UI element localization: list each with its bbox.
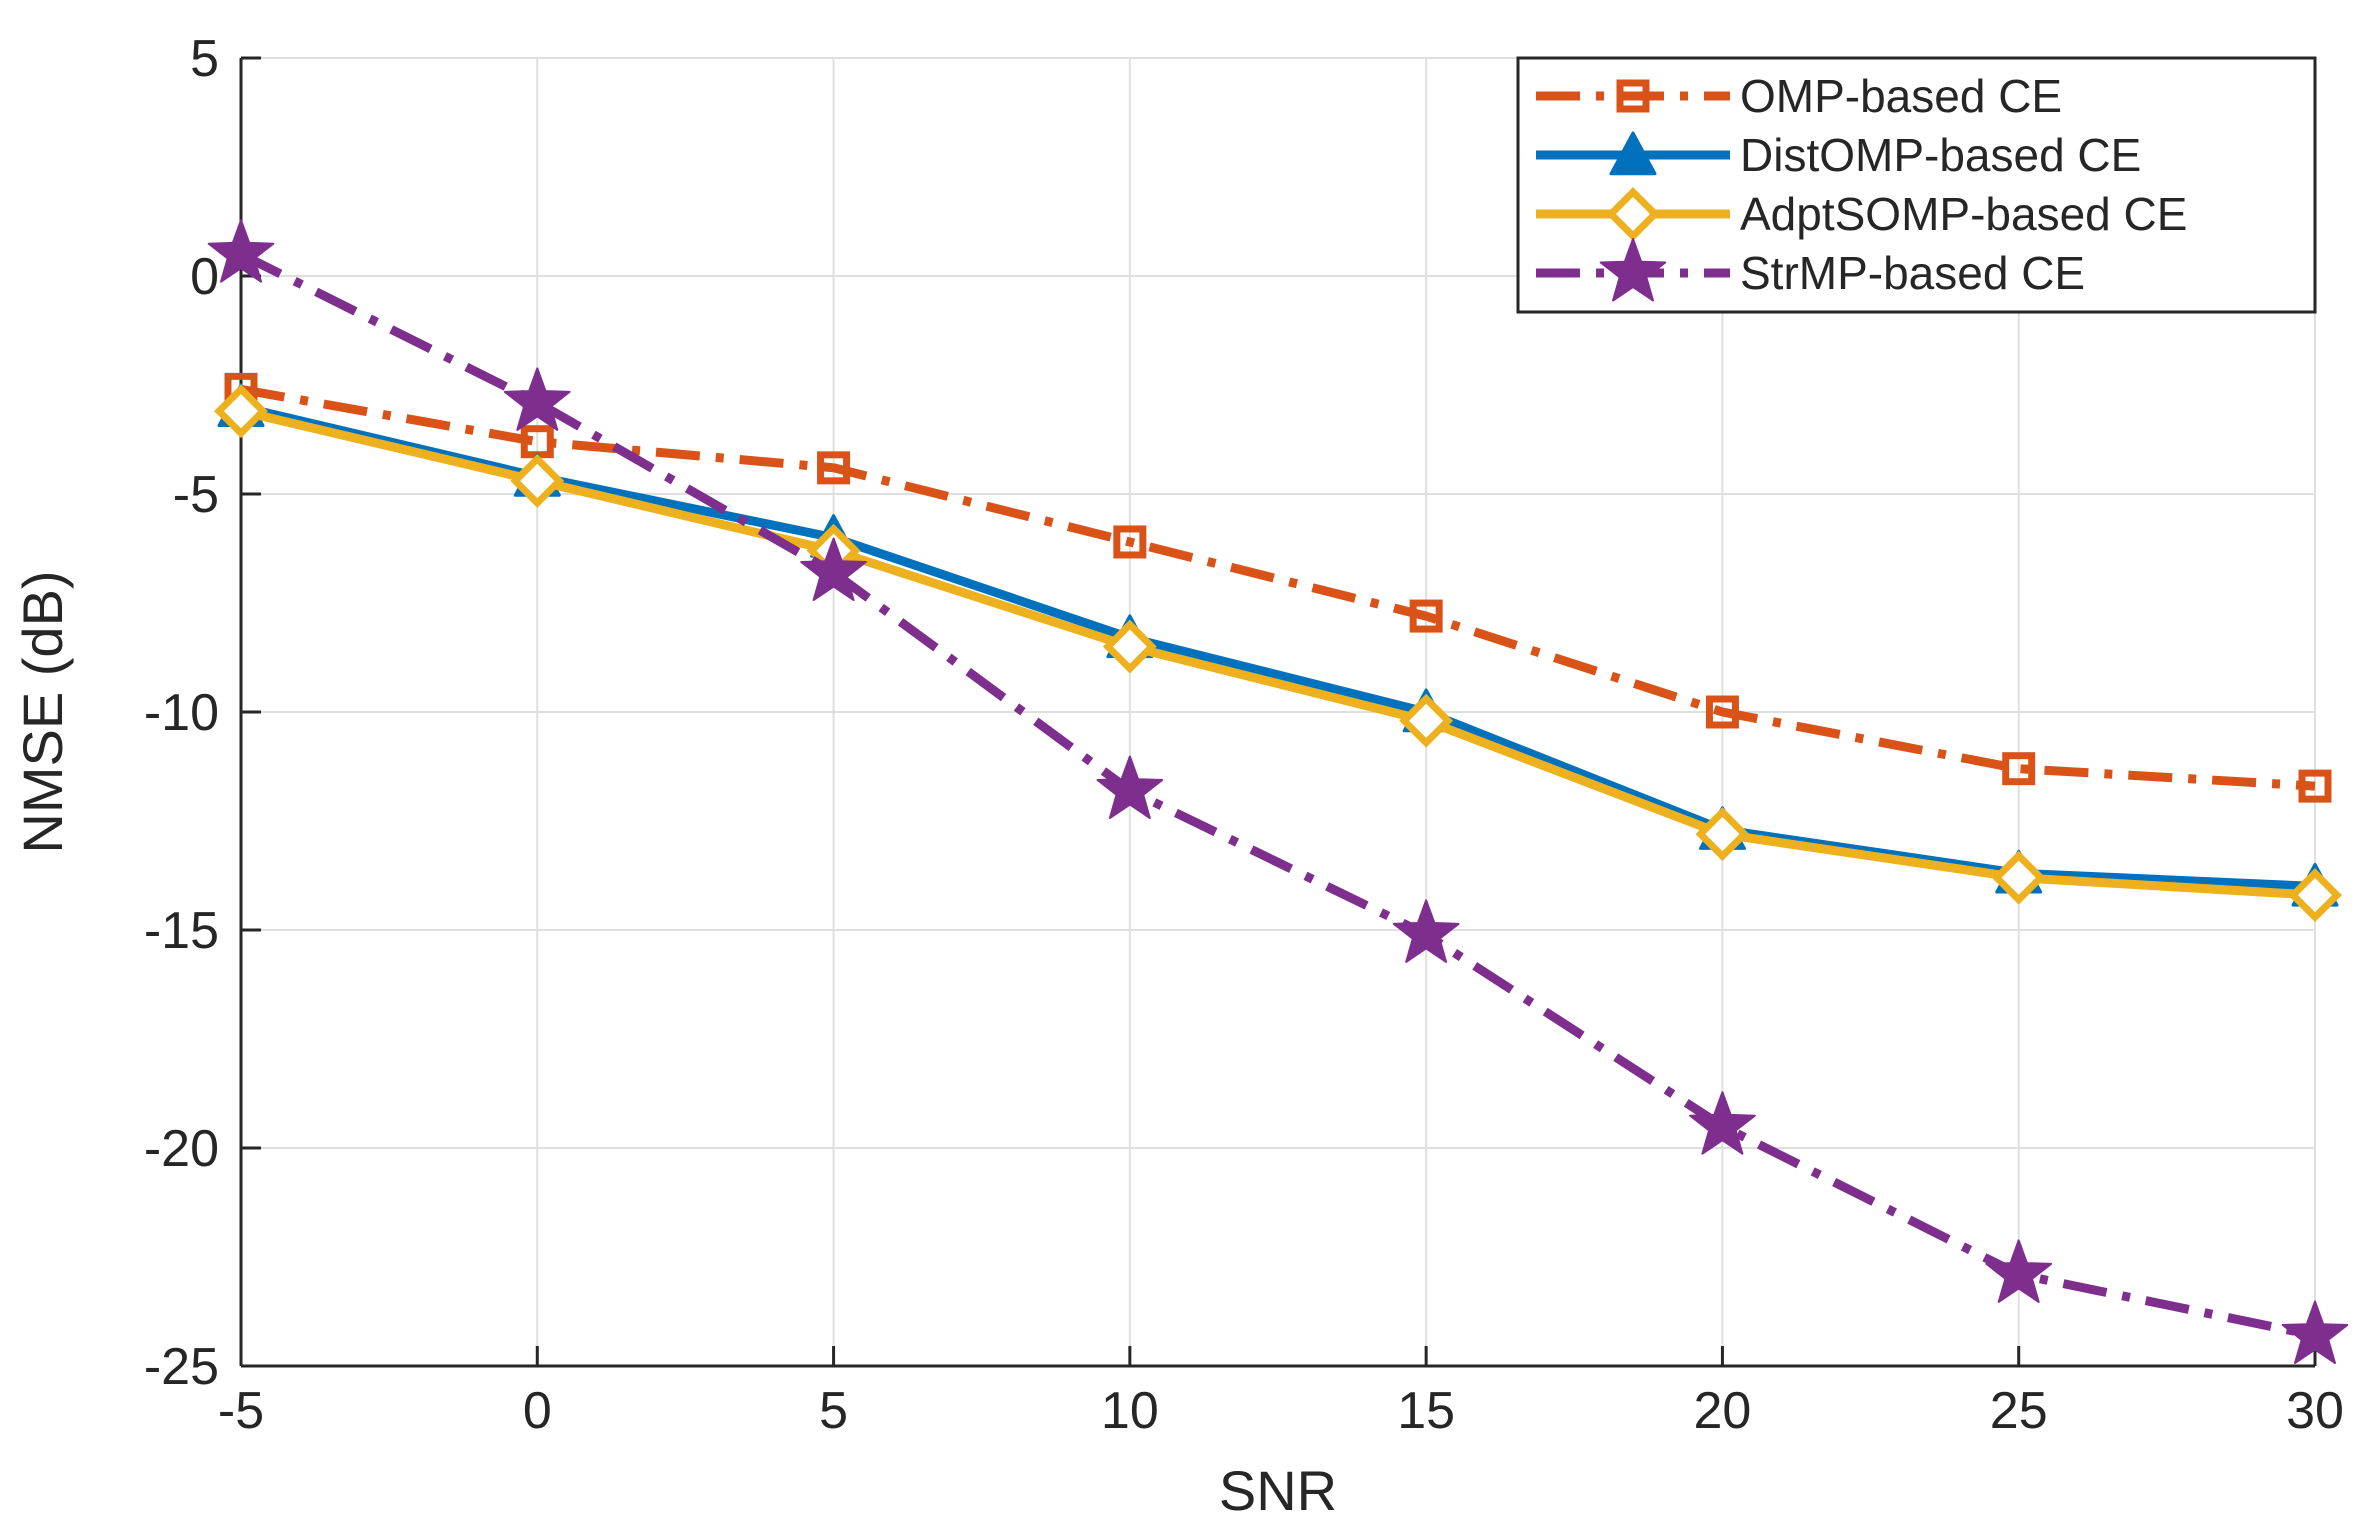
y-tick-label: -10	[144, 684, 219, 742]
legend-label: AdptSOMP-based CE	[1740, 188, 2187, 240]
legend-marker-star	[1599, 238, 1667, 302]
x-tick-label: 25	[1990, 1382, 2048, 1440]
y-tick-label: 0	[190, 248, 219, 306]
data-point-star	[503, 367, 571, 431]
legend-label: OMP-based CE	[1740, 70, 2062, 122]
x-tick-label: 10	[1101, 1382, 1159, 1440]
x-tick-label: 15	[1397, 1382, 1455, 1440]
legend-marker-triangle	[1609, 131, 1657, 176]
data-point-square	[1409, 599, 1443, 633]
y-tick-label: -25	[144, 1338, 219, 1396]
data-point-star	[1985, 1239, 2053, 1303]
legend-item[interactable]: AdptSOMP-based CE	[1536, 187, 2187, 241]
legend-label: StrMP-based CE	[1740, 247, 2085, 299]
series-line	[239, 406, 2316, 900]
series-2	[214, 384, 2342, 923]
data-point-square	[1705, 695, 1739, 729]
series-line	[238, 250, 2316, 1340]
data-point-diamond	[1102, 619, 1157, 674]
y-tick-label: -5	[173, 466, 219, 524]
series-0	[224, 372, 2332, 803]
x-tick-label: 0	[523, 1382, 552, 1440]
data-point-star	[1392, 899, 1460, 963]
legend-item[interactable]: StrMP-based CE	[1536, 238, 2085, 302]
axes	[239, 56, 2317, 1368]
legend[interactable]: OMP-based CE DistOMP-based CE AdptSOMP-bas…	[1516, 56, 2317, 314]
data-point-star	[1689, 1091, 1756, 1155]
data-point-star	[207, 219, 275, 283]
data-point-diamond	[214, 384, 268, 439]
data-point-diamond	[510, 453, 565, 508]
x-axis-title: SNR	[1219, 1459, 1337, 1522]
x-tick-label: 20	[1694, 1382, 1752, 1440]
legend-item[interactable]: DistOMP-based CE	[1536, 129, 2141, 181]
data-point-square	[1113, 525, 1147, 559]
data-point-diamond	[2288, 868, 2342, 923]
y-tick-label: -15	[144, 902, 219, 960]
series-line	[240, 384, 2316, 791]
series-3	[207, 219, 2349, 1364]
legend-item[interactable]: OMP-based CE	[1536, 70, 2062, 122]
data-point-square	[817, 451, 851, 485]
tick-labels: -5 0 5 10 15 20 25 30 5 0 -5 -10 -15 -20 -25	[144, 30, 2344, 1440]
data-point-star	[1096, 755, 1164, 819]
data-point-diamond	[1399, 693, 1454, 748]
data-point-square	[2002, 752, 2036, 786]
data-point-star	[2281, 1300, 2349, 1364]
data-point-square	[2298, 769, 2332, 803]
x-tick-label: 5	[819, 1382, 848, 1440]
legend-marker-diamond	[1606, 187, 1660, 241]
series-layer	[207, 219, 2349, 1364]
x-tick-label: -5	[218, 1382, 264, 1440]
data-point-star	[800, 537, 867, 601]
data-point-diamond	[1991, 850, 2046, 905]
y-tick-label: -20	[144, 1120, 219, 1178]
x-tick-label: 30	[2286, 1382, 2344, 1440]
data-point-diamond	[1695, 807, 1750, 862]
legend-label: DistOMP-based CE	[1740, 129, 2141, 181]
y-tick-label: 5	[190, 30, 219, 88]
y-axis-title: NMSE (dB)	[11, 570, 74, 853]
legend-marker-square	[1616, 79, 1650, 113]
